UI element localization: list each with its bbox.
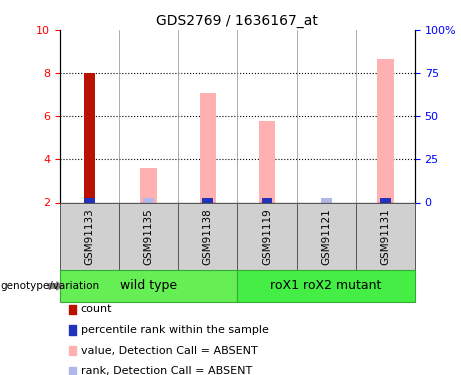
Bar — [380, 198, 391, 202]
Text: GSM91138: GSM91138 — [203, 208, 213, 265]
Text: value, Detection Call = ABSENT: value, Detection Call = ABSENT — [81, 346, 257, 355]
Text: GSM91131: GSM91131 — [380, 208, 390, 265]
Text: GSM91133: GSM91133 — [84, 208, 95, 265]
Bar — [60, 202, 119, 270]
Bar — [84, 73, 95, 202]
Bar — [200, 93, 216, 202]
Bar — [261, 198, 272, 202]
Text: wild type: wild type — [120, 279, 177, 292]
Bar — [202, 198, 213, 202]
Bar — [259, 121, 275, 202]
Text: genotype/variation: genotype/variation — [0, 281, 99, 291]
Bar — [237, 202, 296, 270]
Bar — [202, 198, 213, 202]
Title: GDS2769 / 1636167_at: GDS2769 / 1636167_at — [156, 13, 319, 28]
Text: rank, Detection Call = ABSENT: rank, Detection Call = ABSENT — [81, 366, 252, 375]
Bar — [119, 202, 178, 270]
Text: GSM91121: GSM91121 — [321, 208, 331, 265]
Bar — [321, 198, 331, 202]
Bar — [380, 198, 391, 202]
Bar — [296, 202, 356, 270]
Bar — [356, 202, 415, 270]
Bar — [377, 59, 394, 202]
Text: count: count — [81, 304, 112, 314]
Bar — [178, 202, 237, 270]
Bar — [143, 198, 154, 202]
Text: GSM91135: GSM91135 — [144, 208, 154, 265]
Text: GSM91119: GSM91119 — [262, 208, 272, 265]
Bar — [84, 198, 95, 202]
Bar — [60, 270, 237, 302]
Bar — [261, 198, 272, 202]
Text: roX1 roX2 mutant: roX1 roX2 mutant — [271, 279, 382, 292]
Bar — [141, 168, 157, 202]
Bar — [237, 270, 415, 302]
Text: percentile rank within the sample: percentile rank within the sample — [81, 325, 269, 335]
